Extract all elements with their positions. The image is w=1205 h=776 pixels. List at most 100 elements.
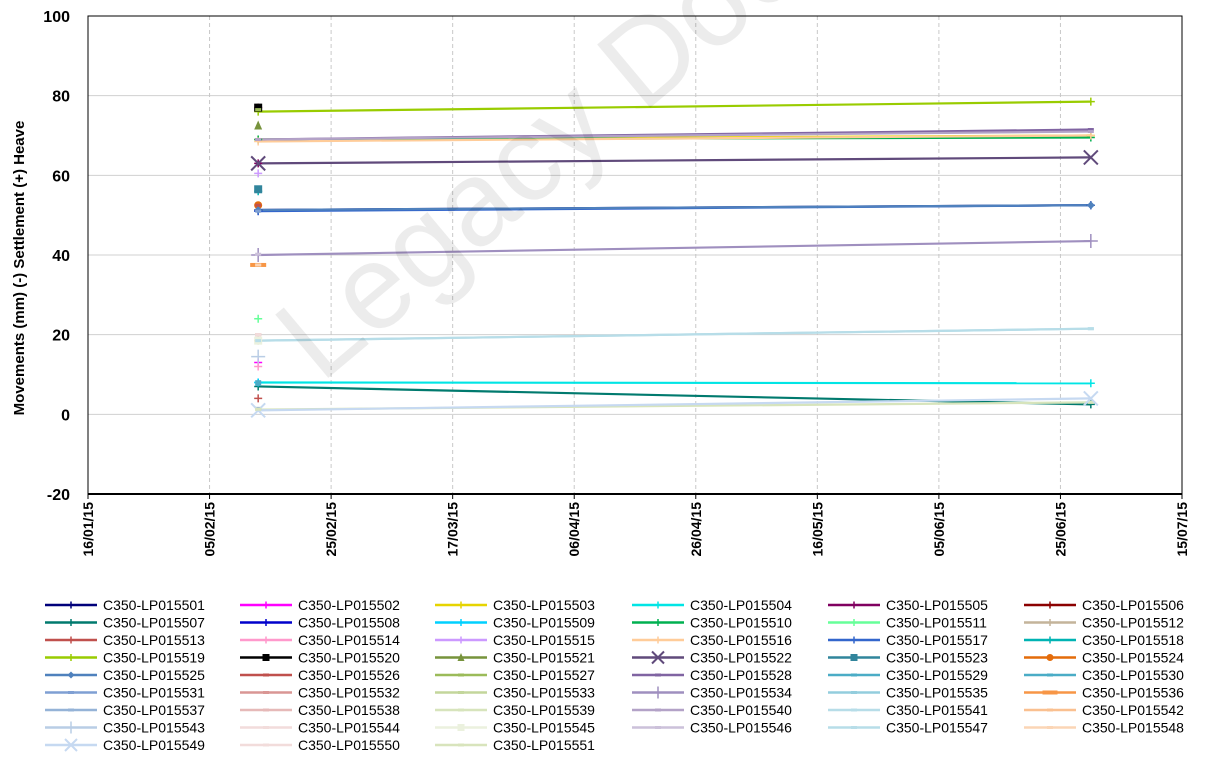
legend-entry: C350-LP015528 [632,667,792,683]
legend-entry: C350-LP015509 [435,615,595,631]
legend-label: C350-LP015516 [690,632,792,648]
legend-marker [458,619,465,626]
legend-marker [1047,637,1054,644]
x-tick-label: 16/01/15 [80,502,96,557]
legend-label: C350-LP015525 [103,667,205,683]
legend-label: C350-LP015544 [298,720,400,736]
legend-marker [1047,654,1054,661]
legend-entry: C350-LP015530 [1024,667,1184,683]
data-point-C350-LP015519 [1087,98,1095,106]
legend-label: C350-LP015506 [1082,597,1184,613]
legend-entry: C350-LP015514 [240,632,400,648]
legend-label: C350-LP015505 [886,597,988,613]
legend-marker [458,709,464,712]
legend-entry: C350-LP015521 [435,650,595,666]
series-line-C350-LP015522 [258,157,1091,163]
legend-marker [1047,674,1053,677]
legend-marker [655,709,661,712]
legend-marker [68,672,75,679]
y-tick-label: 40 [52,248,70,265]
legend-marker [68,602,75,609]
legend-label: C350-LP015520 [298,650,400,666]
legend-marker [851,709,857,712]
legend-entry: C350-LP015544 [240,720,400,736]
legend-marker [458,637,465,644]
legend-entry: C350-LP015501 [45,597,205,613]
legend-entry: C350-LP015510 [632,615,792,631]
legend-entry: C350-LP015520 [240,650,400,666]
legend-label: C350-LP015515 [493,632,595,648]
legend-label: C350-LP015504 [690,597,792,613]
legend-marker [851,602,858,609]
legend-entry: C350-LP015546 [632,720,792,736]
x-tick-label: 15/07/15 [1174,502,1190,557]
legend-entry: C350-LP015543 [45,720,205,736]
data-point-C350-LP015525 [1087,201,1095,209]
data-point-C350-LP015529 [255,380,261,383]
legend-marker [1047,709,1053,712]
legend-label: C350-LP015510 [690,615,792,631]
legend-entry: C350-LP015539 [435,702,595,718]
series-line-C350-LP015504 [258,382,1091,383]
legend-entry: C350-LP015537 [45,702,205,718]
legend-marker [68,637,75,644]
legend-entry: C350-LP015548 [1024,720,1184,736]
legend-entry: C350-LP015516 [632,632,792,648]
data-point-C350-LP015531 [255,210,261,213]
legend-entry: C350-LP015525 [45,667,205,683]
legend-entry: C350-LP015540 [632,702,792,718]
legend-entry: C350-LP015506 [1024,597,1184,613]
legend-entry: C350-LP015502 [240,597,400,613]
legend-entry: C350-LP015518 [1024,632,1184,648]
legend-marker [68,709,74,712]
legend-entry: C350-LP015503 [435,597,595,613]
legend-marker [1043,691,1058,695]
legend-label: C350-LP015517 [886,632,988,648]
data-point-C350-LP015540 [1088,130,1094,133]
legend-marker [655,674,661,677]
legend-entry: C350-LP015549 [45,737,205,753]
legend-marker [263,602,270,609]
legend-label: C350-LP015527 [493,667,595,683]
series-line-C350-LP015534 [258,241,1091,255]
series-line-C350-LP015519 [258,102,1091,112]
legend-marker [65,722,77,734]
legend-label: C350-LP015536 [1082,685,1184,701]
x-tick-label: 05/06/15 [931,502,947,557]
legend-label: C350-LP015524 [1082,650,1184,666]
data-point-C350-LP015523 [254,185,262,193]
legend-entry: C350-LP015534 [632,685,792,701]
legend-entry: C350-LP015533 [435,685,595,701]
legend-label: C350-LP015501 [103,597,205,613]
legend-entry: C350-LP015522 [632,650,792,666]
legend-marker [263,691,269,694]
data-point-C350-LP015548 [255,263,261,266]
y-tick-label: -20 [47,487,70,504]
legend-label: C350-LP015513 [103,632,205,648]
x-tick-label: 25/06/15 [1052,502,1068,557]
legend-label: C350-LP015508 [298,615,400,631]
data-point-C350-LP015547 [1088,327,1094,330]
legend-entry: C350-LP015536 [1024,685,1184,701]
legend-label: C350-LP015518 [1082,632,1184,648]
y-tick-label: 100 [43,9,70,26]
series-lines [258,102,1091,411]
legend-entry: C350-LP015511 [828,615,987,631]
legend-marker [851,691,857,694]
legend-entry: C350-LP015526 [240,667,400,683]
axes [88,16,1182,499]
legend-label: C350-LP015543 [103,720,205,736]
legend-entry: C350-LP015551 [435,737,595,753]
series-markers [250,98,1098,418]
legend-entry: C350-LP015517 [828,632,988,648]
legend-marker [1047,602,1054,609]
legend-entry: C350-LP015523 [828,650,988,666]
legend-marker [458,691,464,694]
legend-marker [655,602,662,609]
legend-label: C350-LP015530 [1082,667,1184,683]
legend-marker [263,744,269,747]
legend-label: C350-LP015529 [886,667,988,683]
legend-entry: C350-LP015542 [1024,702,1184,718]
data-point-C350-LP015511 [254,315,262,323]
x-tick-label: 25/02/15 [323,502,339,557]
